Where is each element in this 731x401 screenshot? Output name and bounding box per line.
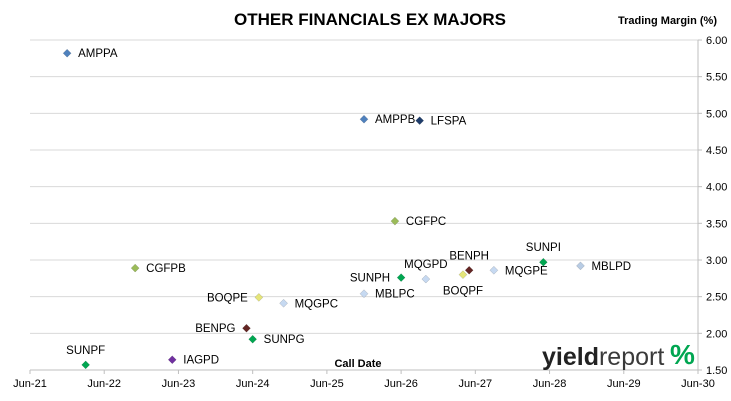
x-tick-labels: Jun-21 Jun-22 Jun-23 Jun-24 Jun-25 Jun-26 Jun-… <box>13 370 715 390</box>
x-tick-label: Jun-23 <box>162 378 196 390</box>
data-point-mblpc: MBLPC <box>359 289 415 301</box>
point-marker <box>421 274 431 284</box>
x-tick-label: Jun-21 <box>13 378 47 390</box>
x-tick-label: Jun-25 <box>310 378 344 390</box>
data-point-cgfpc: CGFPC <box>390 216 446 228</box>
data-point-mblpd: MBLPD <box>576 261 631 273</box>
point-label: BENPH <box>449 250 489 262</box>
data-point-sunpf: SUNPF <box>66 345 105 370</box>
point-marker <box>167 355 177 365</box>
point-marker <box>130 263 140 273</box>
point-marker <box>390 216 400 226</box>
point-label: BOQPE <box>207 292 248 304</box>
point-label: MQGPE <box>505 265 548 277</box>
point-marker <box>415 116 425 126</box>
y-tick-label: 5.00 <box>706 108 727 120</box>
point-label: BOQPF <box>443 286 483 298</box>
logo-text-report: report <box>599 343 664 371</box>
x-tick-label: Jun-29 <box>607 378 641 390</box>
point-marker <box>539 257 548 267</box>
yieldreport-logo: yieldreport % <box>542 339 695 371</box>
point-label: AMPPA <box>78 48 118 60</box>
logo-text-yield: yield <box>542 343 599 371</box>
y-tick-label: 5.50 <box>706 72 727 84</box>
x-tick-label: Jun-22 <box>87 378 121 390</box>
y-tick-label: 3.50 <box>706 218 727 230</box>
chart-title: OTHER FINANCIALS EX MAJORS <box>234 10 506 29</box>
data-point-mqgpc: MQGPC <box>279 298 338 310</box>
y-tick-label: 6.00 <box>706 35 727 47</box>
y-tick-label: 4.50 <box>706 145 727 157</box>
point-marker <box>489 265 499 275</box>
point-label: BENPG <box>195 323 235 335</box>
data-point-benpg: BENPG <box>195 323 251 335</box>
y-tick-label: 3.00 <box>706 255 727 267</box>
point-marker <box>458 270 468 280</box>
data-point-mqgpd: MQGPD <box>404 259 448 284</box>
x-tick-label: Jun-24 <box>236 378 270 390</box>
point-label: SUNPI <box>526 242 561 254</box>
data-point-benph: BENPH <box>449 250 489 275</box>
point-label: SUNPF <box>66 345 105 357</box>
y-tick-label: 2.00 <box>706 328 727 340</box>
point-marker <box>242 323 251 333</box>
point-label: CGFPC <box>406 216 446 228</box>
data-point-boqpe: BOQPE <box>207 292 264 304</box>
point-marker <box>359 289 369 299</box>
point-marker <box>464 265 474 275</box>
point-marker <box>359 114 369 124</box>
data-point-sunph: SUNPH <box>350 273 406 285</box>
point-label: AMPPB <box>375 114 416 126</box>
y-tick-label: 4.00 <box>706 182 727 194</box>
y-tick-label: 2.50 <box>706 292 727 304</box>
data-points: AMPPA AMPPB LFSPA CGFPC CGFPB SUNPI MBLPD BENPH… <box>62 48 631 370</box>
x-tick-label: Jun-27 <box>459 378 493 390</box>
point-label: IAGPD <box>183 355 219 367</box>
data-point-iagpd: IAGPD <box>167 355 219 367</box>
point-label: MBLPD <box>591 261 631 273</box>
data-point-sunpi: SUNPI <box>526 242 561 267</box>
point-label: SUNPH <box>350 273 390 285</box>
x-tick-label: Jun-30 <box>681 378 715 390</box>
gridlines <box>30 39 702 371</box>
data-point-amppa: AMPPA <box>62 48 118 60</box>
point-label: MQGPD <box>404 259 447 271</box>
x-tick-label: Jun-26 <box>384 378 418 390</box>
point-marker <box>576 261 585 271</box>
point-marker <box>254 293 264 302</box>
data-point-amppb: AMPPB <box>359 114 416 126</box>
x-tick-label: Jun-28 <box>533 378 567 390</box>
point-marker <box>396 273 406 282</box>
data-point-boqpf: BOQPF <box>443 270 483 298</box>
point-marker <box>248 334 258 344</box>
point-label: LFSPA <box>431 116 467 128</box>
point-marker <box>81 360 91 370</box>
point-marker <box>279 298 288 308</box>
y-tick-labels: 1.50 2.00 2.50 3.00 3.50 4.00 4.50 5.00 5.50 6.00 <box>706 35 727 377</box>
data-point-cgfpb: CGFPB <box>130 263 186 275</box>
x-axis-label: Call Date <box>334 358 381 370</box>
point-label: MQGPC <box>295 298 338 310</box>
y-tick-label: 1.50 <box>706 365 727 377</box>
point-marker <box>62 48 72 58</box>
point-label: CGFPB <box>146 263 186 275</box>
point-label: MBLPC <box>375 289 415 301</box>
logo-percent-icon: % <box>670 339 695 370</box>
y-axis-label: Trading Margin (%) <box>618 15 717 27</box>
svg-text:yieldreport: yieldreport <box>542 343 664 371</box>
data-point-lfspa: LFSPA <box>415 116 467 128</box>
point-label: SUNPG <box>264 334 305 346</box>
data-point-mqgpe: MQGPE <box>489 265 548 277</box>
data-point-sunpg: SUNPG <box>248 334 305 346</box>
